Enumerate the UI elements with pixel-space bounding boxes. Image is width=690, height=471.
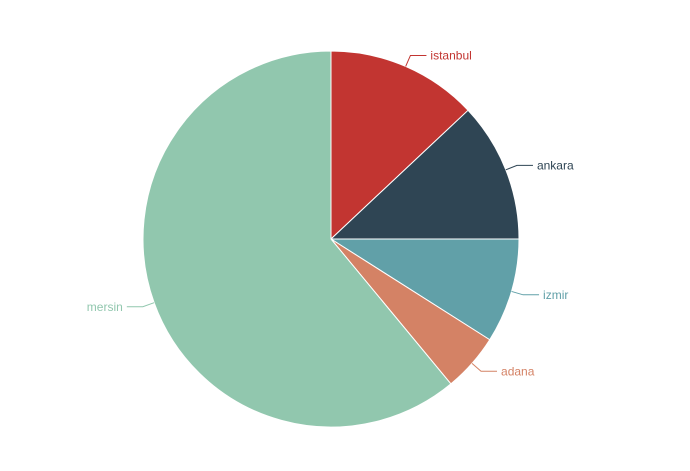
slice-label-izmir: izmir: [543, 288, 568, 302]
pie-slices: [142, 50, 520, 428]
pie-slice-mersin[interactable]: [142, 50, 452, 428]
leader-line-mersin: [126, 302, 155, 308]
pie-labels: istanbul ankara izmir adana mersin: [87, 49, 574, 379]
pie-slice-ankara[interactable]: [330, 109, 520, 240]
pie-slice-istanbul[interactable]: [330, 50, 469, 240]
slice-label-istanbul: istanbul: [430, 49, 471, 63]
leader-line-izmir: [511, 290, 540, 296]
slice-label-ankara: ankara: [537, 159, 574, 173]
leader-line-istanbul: [405, 54, 427, 67]
slice-label-mersin: mersin: [87, 300, 123, 314]
slice-label-adana: adana: [501, 364, 535, 378]
pie-slice-izmir[interactable]: [330, 238, 520, 341]
leader-line-ankara: [505, 164, 533, 171]
leader-line-adana: [471, 362, 498, 372]
